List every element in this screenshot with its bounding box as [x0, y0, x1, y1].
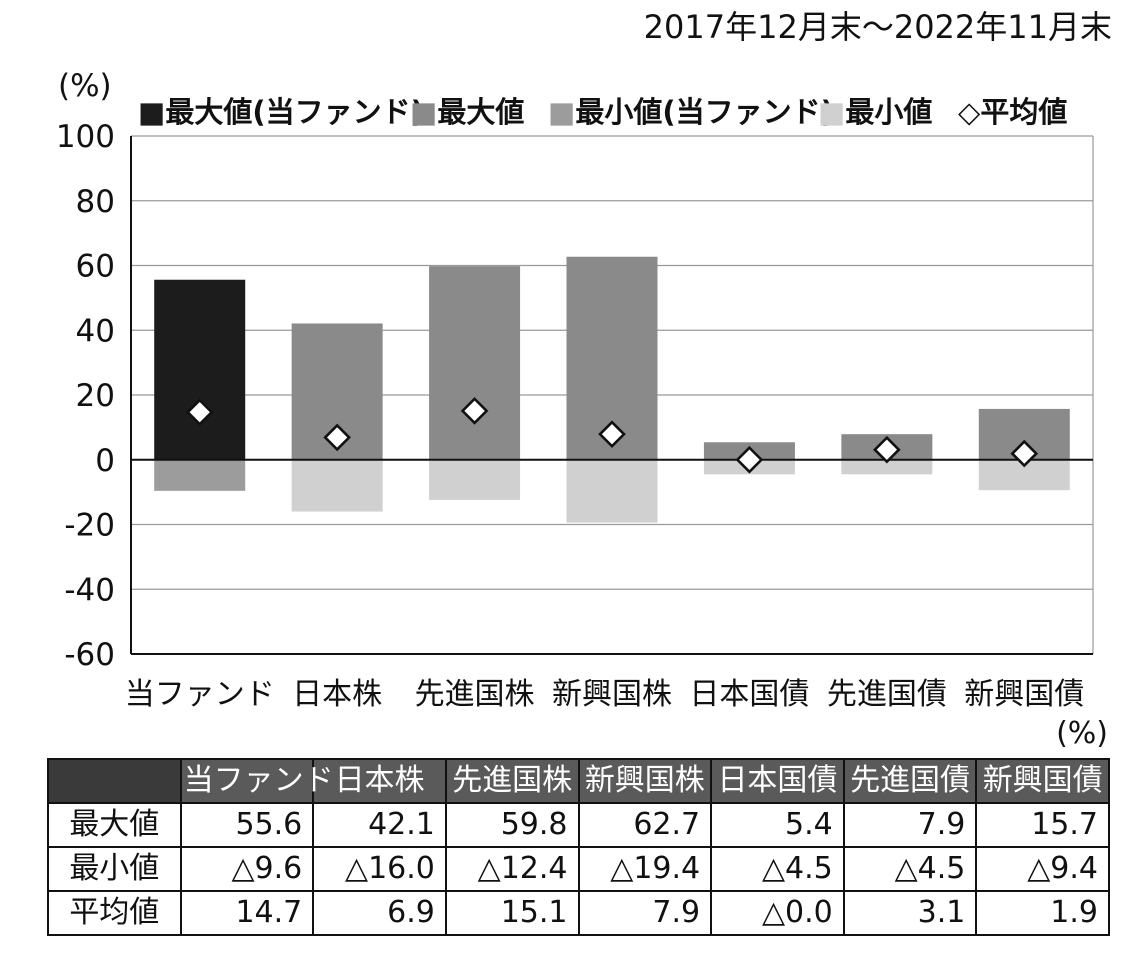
average-marker [735, 445, 764, 474]
table-cell: △0.0 [710, 890, 845, 936]
min-bar [429, 459, 521, 500]
row-label: 最大値 [47, 802, 182, 848]
axes [130, 136, 1094, 655]
min-bar [566, 459, 658, 523]
y-tick-label: 40 [76, 313, 115, 349]
table-cell: 55.6 [179, 802, 315, 848]
min-bar [841, 459, 933, 475]
table-header-row: 当ファンド 日本株 先進国株 新興国株 日本国債 先進国債 新興国債 [47, 758, 1110, 804]
table-cell: △16.0 [312, 846, 447, 892]
table-cell: 15.7 [975, 802, 1110, 848]
y-tick-label: -40 [64, 572, 115, 608]
table-cell: 59.8 [444, 802, 580, 848]
table-cell: 6.9 [312, 890, 447, 936]
axis-labels: 100 80 60 40 20 0 -20 -40 -60 (%) 当ファンド 日本株 先進国株 新興国株… [56, 68, 1084, 712]
table-cell: △4.5 [710, 846, 845, 892]
table-header-cell: 先進国株 [444, 758, 580, 804]
table-header-cell: 新興国債 [975, 758, 1110, 804]
table-cell: 42.1 [312, 802, 447, 848]
y-tick-label: 100 [56, 119, 115, 155]
table-cell: 7.9 [577, 890, 713, 936]
table-row: 平均値 14.7 6.9 15.1 7.9 △0.0 3.1 1.9 [47, 890, 1110, 936]
min-bar [291, 459, 383, 512]
table-cell: △4.5 [842, 846, 978, 892]
period-label: 2017年12月末〜2022年11月末 [643, 8, 1112, 46]
table-header-cell: 日本株 [312, 758, 447, 804]
y-axis-unit: (%) [58, 68, 112, 104]
table-unit-label: (%) [1056, 716, 1108, 751]
x-category-label: 日本国債 [689, 677, 809, 712]
table-cell: △12.4 [444, 846, 580, 892]
max-bar [429, 266, 521, 460]
x-category-label: 先進国債 [827, 677, 947, 712]
x-category-label: 当ファンド [125, 677, 275, 712]
y-tick-label: -20 [64, 508, 115, 544]
chart-legend: ■最大値(当ファンド)■最大値 ■最小値(当ファンド)■最小値 ◇平均値 [138, 95, 1067, 129]
legend-item: ■最小値 [818, 95, 932, 129]
y-tick-label: 80 [76, 184, 115, 220]
legend-item: ■最小値(当ファンド) [548, 95, 834, 129]
average-marker [598, 420, 626, 449]
average-marker [873, 435, 901, 464]
table-row: 最小値 △9.6 △16.0 △12.4 △19.4 △4.5 △4.5 △9.… [47, 846, 1110, 892]
table-cell: 1.9 [975, 890, 1110, 936]
y-tick-label: -60 [64, 637, 115, 673]
table-cell: △9.6 [179, 846, 315, 892]
table-cell: 3.1 [842, 890, 978, 936]
table-corner-cell [47, 758, 182, 804]
row-label: 平均値 [47, 890, 182, 936]
average-marker [1010, 439, 1039, 468]
x-category-label: 新興国株 [552, 677, 672, 712]
x-category-label: 日本株 [292, 677, 382, 712]
table-cell: △19.4 [577, 846, 713, 892]
average-marker [185, 398, 214, 426]
average-markers [185, 397, 1039, 474]
x-category-label: 新興国債 [964, 677, 1084, 712]
y-tick-label: 60 [76, 249, 115, 285]
average-marker [460, 397, 489, 425]
bars [154, 256, 1070, 523]
legend-item: ◇平均値 [958, 95, 1067, 129]
x-category-label: 先進国株 [415, 677, 535, 712]
row-label: 最小値 [47, 846, 182, 892]
table-cell: 14.7 [179, 890, 315, 936]
table-cell: 15.1 [444, 890, 580, 936]
table-cell: 62.7 [577, 802, 713, 848]
table-row: 最大値 55.6 42.1 59.8 62.7 5.4 7.9 15.7 [47, 802, 1110, 848]
min-bar [154, 459, 246, 491]
table-cell: 5.4 [710, 802, 845, 848]
table-header-cell: 先進国債 [842, 758, 978, 804]
table-header-cell: 日本国債 [710, 758, 845, 804]
legend-item: ■最大値(当ファンド) [138, 95, 424, 129]
data-table: 当ファンド 日本株 先進国株 新興国株 日本国債 先進国債 新興国債 最大値 5… [47, 758, 1110, 936]
table-header-cell: 新興国株 [577, 758, 713, 804]
range-bar-chart: ■最大値(当ファンド)■最大値 ■最小値(当ファンド)■最小値 ◇平均値 100 80… [56, 68, 1094, 712]
table-header-cell: 当ファンド [179, 758, 334, 804]
y-tick-label: 20 [76, 378, 115, 414]
table-cell: △9.4 [975, 846, 1110, 892]
legend-item: ■最大値 [410, 95, 524, 129]
max-bar [154, 279, 246, 460]
y-tick-label: 0 [95, 443, 115, 479]
table-cell: 7.9 [842, 802, 978, 848]
average-marker [323, 423, 351, 452]
